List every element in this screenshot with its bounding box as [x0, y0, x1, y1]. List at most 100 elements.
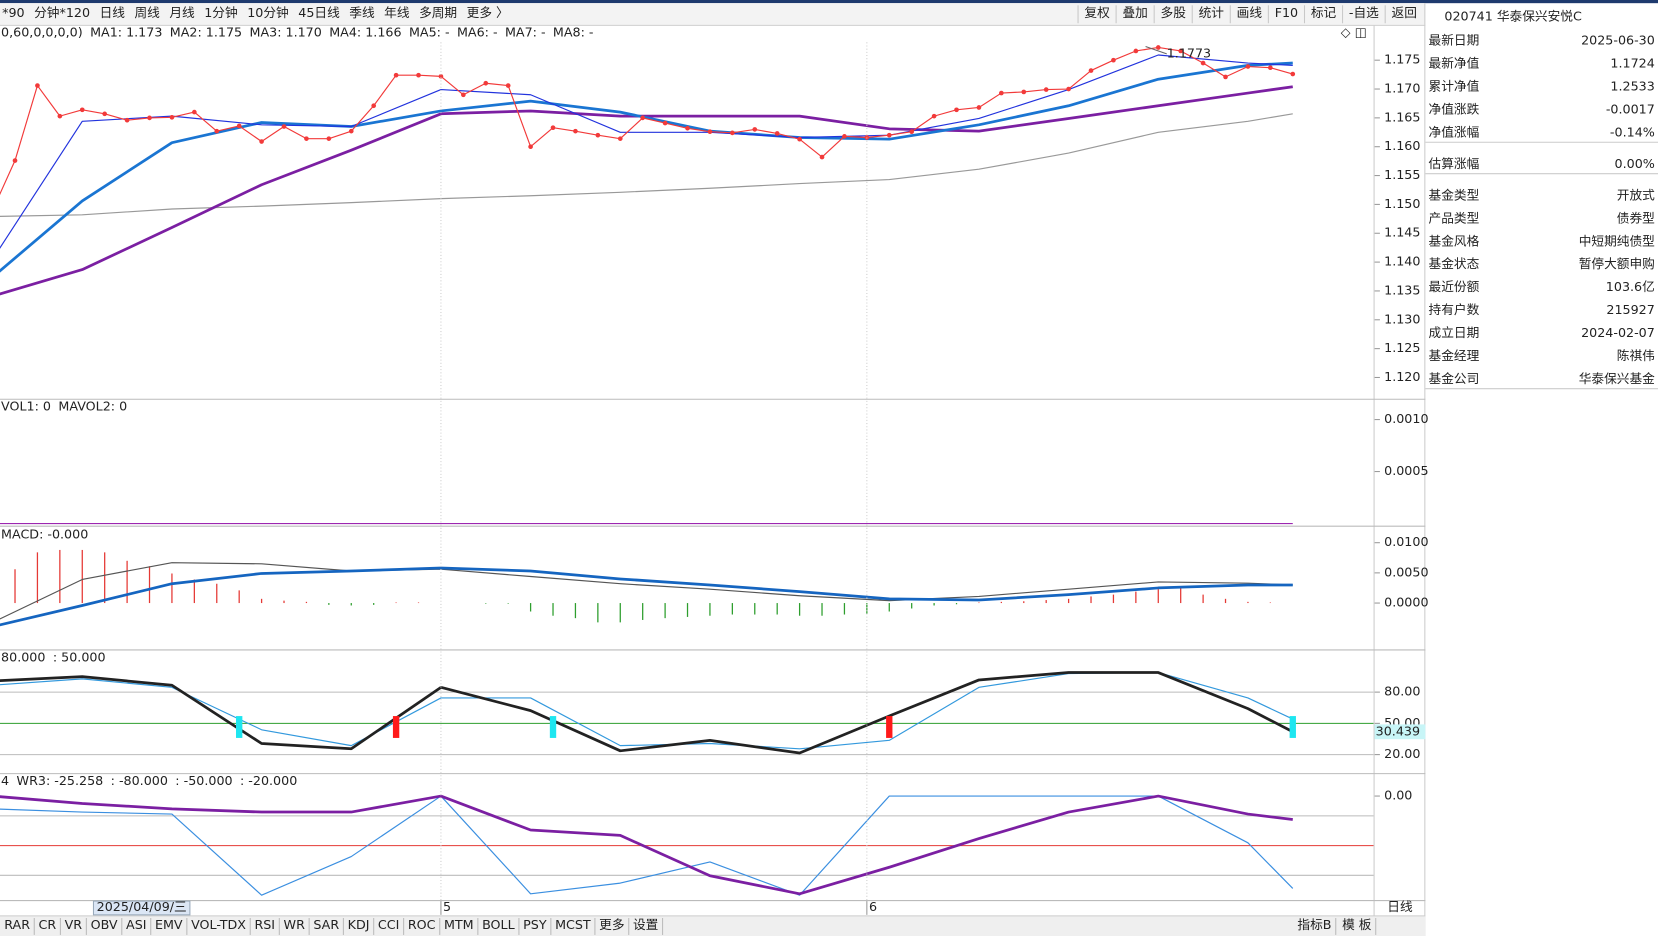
data-point: [1043, 87, 1049, 92]
info-value: 陈祺伟: [1617, 348, 1655, 363]
tool-button[interactable]: 返回: [1392, 5, 1417, 20]
data-point: [797, 136, 802, 142]
period-button[interactable]: 10分钟: [247, 5, 289, 20]
signal-marker: [392, 716, 400, 738]
current-value-box: [1374, 724, 1426, 740]
indicator-tab[interactable]: ASI: [126, 917, 146, 932]
data-point: [1088, 68, 1094, 73]
series-line: [0, 85, 1293, 296]
x-tick-label: 6: [869, 899, 877, 914]
data-point: [214, 128, 220, 134]
info-label: 最新日期: [1429, 33, 1480, 48]
legend-item: : -50.000: [175, 773, 232, 788]
y-tick-label: 1.165: [1384, 109, 1420, 124]
period-button[interactable]: 多周期: [419, 5, 457, 20]
period-button[interactable]: 周线: [134, 5, 160, 20]
indicator-tab[interactable]: WR: [284, 917, 306, 932]
data-point: [886, 132, 892, 138]
period-button[interactable]: 日线: [100, 5, 126, 20]
info-value: -0.14%: [1610, 125, 1655, 140]
info-value: 215927: [1606, 302, 1654, 317]
y-tick-label: 1.160: [1384, 138, 1420, 153]
data-point: [819, 154, 825, 160]
data-point: [1200, 60, 1206, 66]
info-value: 2025-06-30: [1581, 33, 1655, 48]
cursor-date: 2025/04/09/三: [97, 899, 187, 914]
y-tick-label: 1.130: [1384, 311, 1420, 326]
indicator-tab[interactable]: PSY: [523, 917, 547, 932]
data-point: [1178, 48, 1184, 54]
data-point: [954, 107, 959, 113]
legend-item: 80.000: [1, 649, 45, 664]
indicator-tab[interactable]: RAR: [4, 917, 30, 932]
legend-item: MA5: -: [409, 24, 450, 39]
indicator-tab[interactable]: MTM: [444, 917, 474, 932]
tool-button[interactable]: F10: [1275, 5, 1298, 20]
data-point: [326, 136, 332, 141]
data-point: [842, 134, 847, 139]
indicator-tab[interactable]: KDJ: [348, 917, 370, 932]
tab-bar: [0, 915, 1426, 936]
indicator-tab[interactable]: SAR: [313, 917, 339, 932]
info-label: 基金风格: [1429, 233, 1480, 248]
signal-marker: [886, 716, 893, 738]
data-point: [169, 114, 175, 120]
period-button[interactable]: 更多 〉: [467, 5, 509, 20]
y-tick-label: 1.135: [1384, 282, 1420, 297]
tool-button[interactable]: 复权: [1084, 5, 1110, 20]
legend-item: MA7: -: [505, 24, 546, 39]
indicator-tab[interactable]: RSI: [254, 917, 275, 932]
indicator-tab[interactable]: VOL-TDX: [191, 917, 246, 932]
y-tick-label: 1.125: [1384, 340, 1420, 355]
indicator-tab[interactable]: OBV: [91, 917, 118, 932]
template-tab[interactable]: 指标B: [1297, 917, 1331, 932]
indicator-tab[interactable]: EMV: [155, 917, 183, 932]
info-label: 估算涨幅: [1429, 156, 1480, 171]
y-tick-label: 0.0010: [1384, 411, 1428, 426]
data-point: [124, 117, 130, 123]
period-button[interactable]: 季线: [349, 5, 375, 20]
tool-button[interactable]: -自选: [1349, 5, 1379, 20]
legend-item: MAVOL2: 0: [58, 399, 127, 414]
period-button[interactable]: 1分钟: [204, 5, 237, 20]
info-value: 中短期纯债型: [1579, 233, 1655, 248]
info-label: 基金经理: [1429, 348, 1480, 363]
indicator-tab[interactable]: ROC: [408, 917, 436, 932]
period-button[interactable]: 分钟*120: [34, 5, 90, 20]
info-label: 基金公司: [1429, 371, 1480, 386]
data-point: [1111, 57, 1116, 63]
period-button[interactable]: 年线: [384, 5, 410, 20]
legend-item: VOL1: 0: [1, 399, 51, 414]
period-button[interactable]: 月线: [169, 5, 195, 20]
period-label: 日线: [1387, 899, 1413, 914]
indicator-tab[interactable]: BOLL: [482, 917, 515, 932]
legend-item: MA6: -: [457, 24, 498, 39]
toolbar: [0, 3, 1426, 26]
period-button[interactable]: 45日线: [298, 5, 340, 20]
y-tick-label: 1.155: [1384, 167, 1420, 182]
tool-button[interactable]: 叠加: [1122, 5, 1147, 20]
y-tick-label: 80.00: [1384, 684, 1420, 699]
info-value: 债券型: [1617, 210, 1655, 225]
tool-button[interactable]: 统计: [1199, 5, 1225, 20]
template-tab[interactable]: 模 板: [1342, 917, 1372, 932]
series-line: [0, 566, 1293, 627]
tool-button[interactable]: 标记: [1311, 5, 1337, 20]
data-point: [147, 115, 152, 121]
data-point: [1133, 48, 1139, 54]
legend-item: 4: [1, 773, 9, 788]
period-button[interactable]: *90: [2, 5, 24, 20]
indicator-tab[interactable]: VR: [65, 917, 83, 932]
tool-button[interactable]: 多股: [1161, 5, 1187, 20]
indicator-tab[interactable]: 更多: [599, 917, 624, 932]
indicator-tab[interactable]: CR: [38, 917, 56, 932]
indicator-tab[interactable]: MCST: [555, 917, 591, 932]
indicator-tab[interactable]: 设置: [633, 917, 658, 932]
data-point: [595, 132, 601, 138]
indicator-tab[interactable]: CCI: [378, 917, 399, 932]
legend-item: WR3: -25.258: [17, 773, 104, 788]
legend-item: : 50.000: [53, 649, 106, 664]
tool-button[interactable]: 画线: [1237, 5, 1263, 20]
info-label: 最新净值: [1429, 56, 1480, 71]
